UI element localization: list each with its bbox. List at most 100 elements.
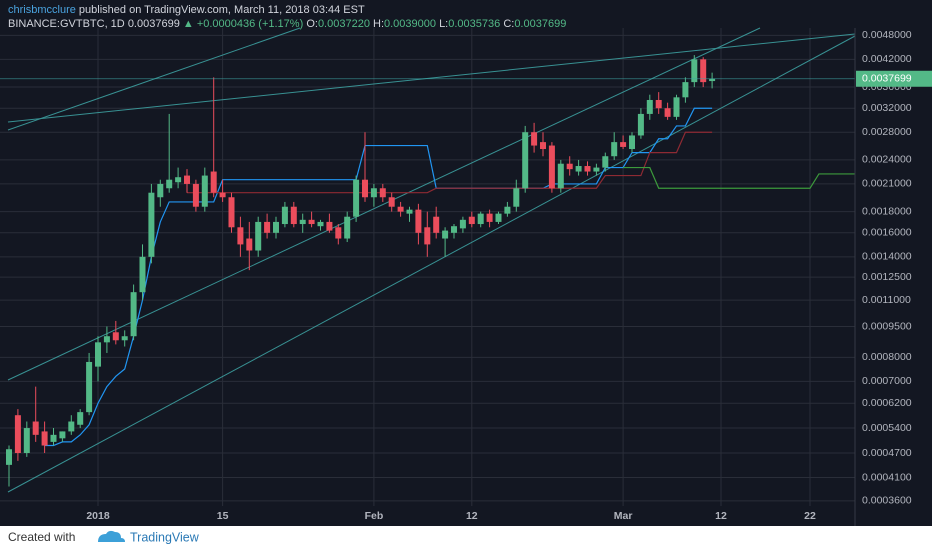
candle-body xyxy=(673,97,680,117)
y-tick-label: 0.0024000 xyxy=(862,154,912,166)
candle-body xyxy=(326,221,333,231)
x-tick-label: Mar xyxy=(614,510,633,522)
candle-body xyxy=(709,78,716,82)
y-tick-label: 0.0008000 xyxy=(862,351,912,363)
ohlc-label: L: xyxy=(439,18,448,30)
candle-body xyxy=(477,213,484,225)
candle-body xyxy=(201,175,208,207)
candle-body xyxy=(95,342,101,367)
candle-body xyxy=(700,59,707,83)
candle-body xyxy=(548,145,555,189)
author[interactable]: chrisbmcclure xyxy=(8,4,76,16)
x-tick-label: Feb xyxy=(365,510,384,522)
header: chrisbmcclure published on TradingView.c… xyxy=(8,4,365,16)
candle-body xyxy=(468,216,475,225)
y-tick-label: 0.0032000 xyxy=(862,102,912,114)
candle-body xyxy=(522,132,529,189)
candle-body xyxy=(655,99,662,109)
y-tick-label: 0.0004700 xyxy=(862,447,912,459)
x-tick-label: 12 xyxy=(466,510,478,522)
ohlc-value: 0.0037220 xyxy=(318,18,370,30)
candle-body xyxy=(317,221,324,227)
candle-body xyxy=(237,227,244,245)
candle-body xyxy=(130,292,137,337)
candle-body xyxy=(620,142,627,147)
candle-body xyxy=(406,209,413,214)
y-tick-label: 0.0005400 xyxy=(862,422,912,434)
candle-body xyxy=(495,213,502,222)
candle-body xyxy=(14,415,21,454)
candle-body xyxy=(566,163,573,170)
change: ▲ +0.0000436 (+1.17%) xyxy=(183,18,303,30)
symbol: BINANCE:GVTBTC, 1D xyxy=(8,18,125,30)
candle-body xyxy=(219,192,226,198)
footer-text: Created with xyxy=(8,530,75,544)
y-tick-label: 0.0004100 xyxy=(862,471,912,483)
candle-body xyxy=(184,175,190,184)
y-tick-label: 0.0006200 xyxy=(862,397,912,409)
candle-body xyxy=(513,188,520,207)
ohlc-value: 0.0035736 xyxy=(448,18,500,30)
candle-body xyxy=(264,221,271,233)
candle-body xyxy=(290,206,297,225)
candle-body xyxy=(397,206,404,212)
ohlc-value: 0.0037699 xyxy=(514,18,566,30)
footer xyxy=(0,526,932,550)
candle-body xyxy=(175,177,182,183)
candle-body xyxy=(504,206,511,214)
candle-body xyxy=(593,167,600,172)
y-tick-label: 0.0014000 xyxy=(862,251,912,263)
x-tick-label: 2018 xyxy=(86,510,110,522)
candle-body xyxy=(139,256,146,293)
candle-body xyxy=(68,421,75,432)
candle-body xyxy=(664,108,671,117)
brand[interactable]: TradingView xyxy=(130,530,200,544)
candle-body xyxy=(50,434,57,442)
candle-body xyxy=(23,428,30,454)
candle-body xyxy=(433,216,440,233)
y-tick-label: 0.0009500 xyxy=(862,320,912,332)
candle-body xyxy=(246,238,253,251)
ohlc-label: C: xyxy=(503,18,514,30)
x-tick-label: 12 xyxy=(715,510,727,522)
candle-body xyxy=(379,188,386,198)
candle-body xyxy=(41,431,48,446)
candle-body xyxy=(281,206,288,225)
y-tick-label: 0.0011000 xyxy=(862,294,911,306)
candle-body xyxy=(112,332,119,341)
candle-body xyxy=(557,163,564,189)
candle-body xyxy=(646,99,653,114)
y-tick-label: 0.0016000 xyxy=(862,227,912,239)
y-tick-label: 0.0021000 xyxy=(862,178,912,190)
candle-body xyxy=(308,219,315,225)
y-tick-label: 0.0048000 xyxy=(862,29,912,41)
candle-body xyxy=(602,156,609,168)
candle-body xyxy=(575,166,582,172)
candle-body xyxy=(166,179,173,189)
logo[interactable] xyxy=(98,530,125,542)
candle-body xyxy=(611,142,618,157)
ohlc-value: 0.0039000 xyxy=(384,18,436,30)
candle-body xyxy=(299,219,306,225)
candle-body xyxy=(362,179,368,198)
candle-body xyxy=(148,192,155,257)
candle-body xyxy=(157,183,164,198)
legend: BINANCE:GVTBTC, 1D 0.0037699 ▲ +0.000043… xyxy=(8,18,566,30)
price-label: 0.0037699 xyxy=(862,73,912,85)
candle-body xyxy=(424,227,431,245)
y-tick-label: 0.0012500 xyxy=(862,271,912,283)
background xyxy=(0,0,932,526)
published: published on TradingView.com, March 11, … xyxy=(79,4,365,16)
candle-body xyxy=(540,142,546,150)
y-tick-label: 0.0028000 xyxy=(862,126,912,138)
candle-body xyxy=(6,449,12,465)
candle-body xyxy=(255,221,262,251)
plot xyxy=(0,55,855,487)
candle-body xyxy=(415,209,422,233)
candle-body xyxy=(344,216,351,239)
candle-body xyxy=(86,361,93,413)
ohlc-label: O: xyxy=(306,18,318,30)
candle-body xyxy=(273,221,279,233)
candle-body xyxy=(370,188,377,198)
